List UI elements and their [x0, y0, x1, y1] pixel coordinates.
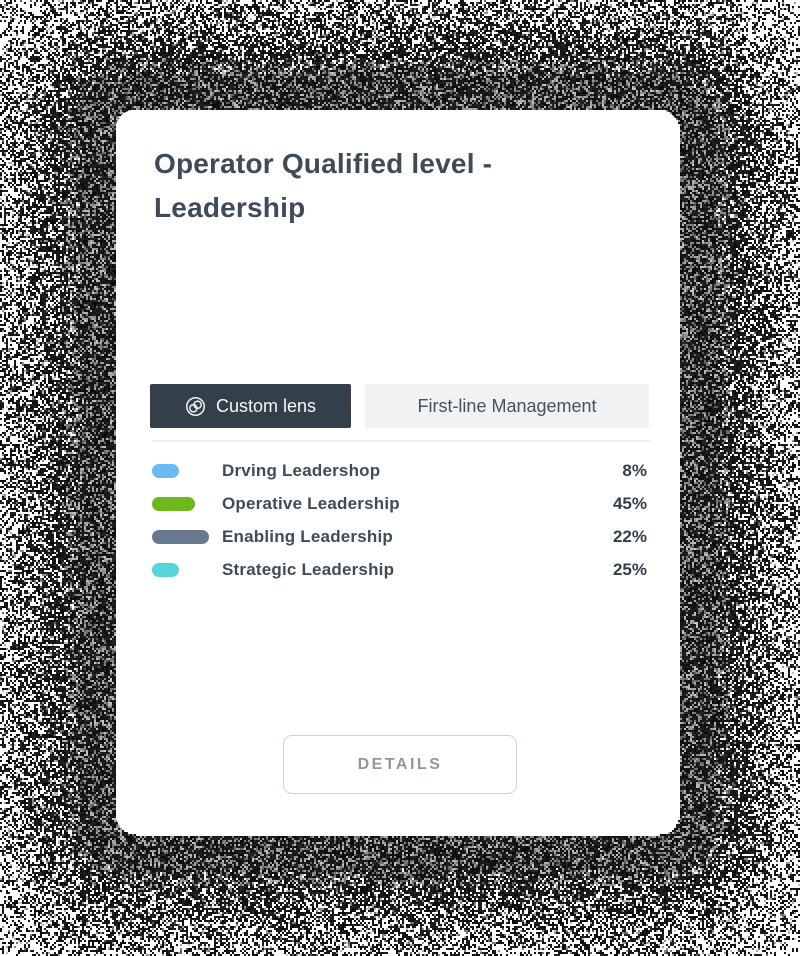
page: Operator Qualified level - Leadership Cu… — [0, 0, 800, 956]
legend-row: Operative Leadership 45% — [116, 487, 678, 520]
tabs-divider — [152, 440, 650, 442]
tab-first-line-management[interactable]: First-line Management — [365, 384, 649, 428]
legend-value: 25% — [613, 560, 647, 580]
tab-first-line-management-label: First-line Management — [417, 396, 596, 417]
legend-row: Strategic Leadership 25% — [116, 553, 678, 586]
legend-swatch — [152, 497, 195, 511]
legend-row: Drving Leadershop 8% — [116, 454, 678, 487]
legend-label: Operative Leadership — [222, 494, 613, 514]
lens-icon — [185, 396, 206, 417]
legend-swatch — [152, 464, 179, 478]
tab-custom-lens[interactable]: Custom lens — [150, 384, 351, 428]
lens-tabs: Custom lens First-line Management — [150, 384, 649, 428]
legend-label: Strategic Leadership — [222, 560, 613, 580]
legend-row: Enabling Leadership 22% — [116, 520, 678, 553]
legend-swatch — [152, 530, 209, 544]
legend-swatch — [152, 563, 179, 577]
tab-custom-lens-label: Custom lens — [216, 396, 316, 417]
legend-label: Drving Leadershop — [222, 461, 622, 481]
legend-label: Enabling Leadership — [222, 527, 613, 547]
legend-list: Drving Leadershop 8% Operative Leadershi… — [116, 454, 678, 586]
details-button[interactable]: DETAILS — [283, 735, 517, 794]
legend-value: 22% — [613, 527, 647, 547]
legend-value: 8% — [622, 461, 647, 481]
page-title: Operator Qualified level - Leadership — [154, 142, 564, 230]
summary-card: Operator Qualified level - Leadership Cu… — [116, 110, 678, 833]
legend-value: 45% — [613, 494, 647, 514]
